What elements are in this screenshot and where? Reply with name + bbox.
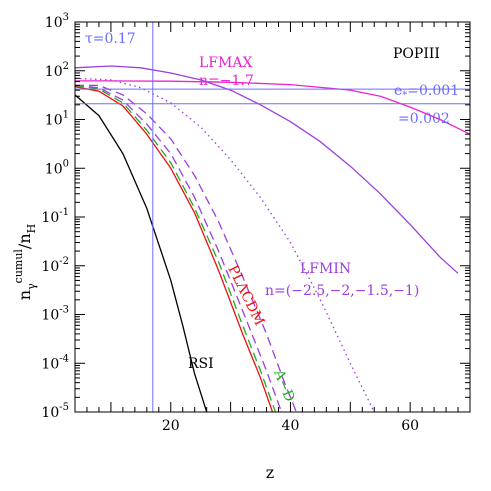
ylabel-sup: cumul (12, 249, 25, 284)
tau-label: τ=0.17 (85, 31, 136, 47)
series-line-magenta-solid-0 (75, 80, 470, 135)
ylabel-rest-sub: H (25, 224, 38, 234)
series-line-red-solid-6 (75, 86, 274, 412)
series-line-black-solid-7 (75, 94, 208, 412)
ylabel-sub: γ (25, 283, 38, 290)
x-axis-title: z (266, 463, 274, 482)
estar-0002-label: =0.002 (398, 111, 450, 127)
x-tick-label: 60 (401, 418, 419, 434)
estar-0001-label: e*=0.001 (394, 83, 459, 101)
x-tick-label: 20 (162, 418, 180, 434)
series-line-green-dashed-5 (75, 84, 277, 412)
lfmax-label: LFMAX (199, 55, 252, 71)
y-tick-label: 103 (45, 12, 69, 31)
y-tick-label: 10-3 (41, 305, 69, 324)
popiii-label: POPIII (393, 46, 440, 62)
tick-layer (75, 21, 471, 413)
y-axis-title: nγcumul/nH (12, 224, 38, 300)
ylabel-main: n (15, 290, 34, 300)
x-tick-label: 40 (282, 418, 300, 434)
lfmin-n-label: n=(−2.5,−2,−1.5,−1) (265, 283, 419, 299)
series-line-purple-dashed-3 (75, 84, 298, 412)
series-line-purple-solid-1 (75, 65, 459, 274)
tick-labels: 20 40 60 103 102 101 100 10-1 10-2 10-3 10-4 10-5 (41, 12, 419, 434)
reference-lines (75, 22, 470, 412)
series-line-purple-dashed-4 (75, 84, 283, 412)
y-tick-label: 10-4 (41, 353, 69, 372)
lfmax-n-label: n=−1.7 (199, 73, 254, 89)
y-tick-label: 10-5 (41, 402, 69, 421)
lfmin-label: LFMIN (300, 261, 351, 277)
y-tick-label: 10-2 (41, 256, 69, 275)
y-tick-label: 100 (45, 158, 69, 177)
ylabel-rest: /n (15, 233, 34, 249)
svg-text:nγcumul/nH: nγcumul/nH (12, 224, 38, 300)
y-tick-label: 102 (45, 61, 69, 80)
y-tick-label: 10-1 (41, 207, 69, 226)
series-layer (75, 65, 470, 412)
rsi-label: RSI (188, 356, 214, 372)
y-tick-label: 101 (45, 110, 69, 129)
